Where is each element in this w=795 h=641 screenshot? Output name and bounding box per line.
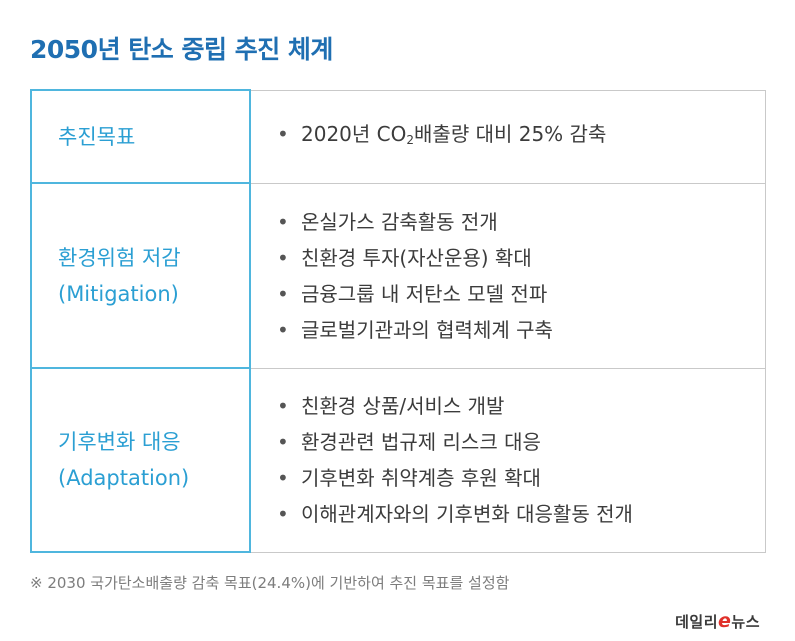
bullet-icon: • [277,281,289,306]
bullet-icon: • [277,430,289,454]
logo: 데일리e뉴스 [675,610,760,632]
list-item: • 금융그룹 내 저탄소 모델 전파 [277,276,765,312]
row-label-text: 환경위험 저감 [58,245,181,270]
goal-text-subscript: 2 [406,132,415,147]
bullet-icon: • [277,245,289,270]
list-item-text: 친환경 상품/서비스 개발 [301,394,505,418]
footnote: ※ 2030 국가탄소배출량 감축 목표(24.4%)에 기반하여 추진 목표를… [30,574,510,592]
list-item-text: 금융그룹 내 저탄소 모델 전파 [301,281,548,306]
row-label-subtext: (Adaptation) [58,466,190,490]
bullet-icon: • [277,209,289,234]
row-content-adaptation: • 친환경 상품/서비스 개발 • 환경관련 법규제 리스크 대응 • 기후변화 취약… [250,367,766,553]
bullet-icon: • [277,502,289,526]
list-item-text: 친환경 투자(자산운용) 확대 [301,245,532,270]
list-item: • 친환경 상품/서비스 개발 [277,388,765,424]
goal-text-before: 2020년 CO [301,121,407,146]
table-row: 추진목표 • 2020년 CO2배출량 대비 25% 감축 [30,89,766,184]
row-content-mitigation: • 온실가스 감축활동 전개 • 친환경 투자(자산운용) 확대 • 금융그룹 내 저… [250,182,766,369]
row-label-subtext: (Mitigation) [58,281,179,306]
list-item: • 2020년 CO2배출량 대비 25% 감축 [277,116,765,158]
bullet-icon: • [277,121,289,146]
bullet-icon: • [277,394,289,418]
list-item-text: 이해관계자와의 기후변화 대응활동 전개 [301,502,633,526]
table-row: 환경위험 저감 (Mitigation) • 온실가스 감축활동 전개 • 친환경 … [30,182,766,369]
bullet-icon: • [277,466,289,490]
list-item-text: 환경관련 법규제 리스크 대응 [301,430,541,454]
list-item-text: 기후변화 취약계층 후원 확대 [301,466,541,490]
list-item-text: 글로벌기관과의 협력체계 구축 [301,317,553,342]
table-row: 기후변화 대응 (Adaptation) • 친환경 상품/서비스 개발 • 환경관… [30,367,766,553]
row-label-mitigation: 환경위험 저감 (Mitigation) [30,182,251,369]
logo-e: e [718,610,732,632]
list-item: • 온실가스 감축활동 전개 [277,204,765,240]
row-label-adaptation: 기후변화 대응 (Adaptation) [30,367,251,553]
strategy-table: 추진목표 • 2020년 CO2배출량 대비 25% 감축 환경위험 저감 (M… [30,89,766,553]
list-item-text: 온실가스 감축활동 전개 [301,209,498,234]
logo-text: 데일리 [675,613,718,631]
list-item: • 글로벌기관과의 협력체계 구축 [277,312,765,348]
list-item: • 이해관계자와의 기후변화 대응활동 전개 [277,496,765,532]
row-label-text: 기후변화 대응 [58,430,181,454]
row-content-goal: • 2020년 CO2배출량 대비 25% 감축 [250,89,766,184]
list-item: • 친환경 투자(자산운용) 확대 [277,240,765,276]
page-title: 2050년 탄소 중립 추진 체계 [30,35,333,64]
row-label-text: 추진목표 [58,124,136,149]
list-item: • 기후변화 취약계층 후원 확대 [277,460,765,496]
logo-text: 뉴스 [731,613,760,631]
row-label-goal: 추진목표 [30,89,251,184]
list-item: • 환경관련 법규제 리스크 대응 [277,424,765,460]
goal-text-after: 배출량 대비 25% 감축 [414,121,607,146]
bullet-icon: • [277,317,289,342]
